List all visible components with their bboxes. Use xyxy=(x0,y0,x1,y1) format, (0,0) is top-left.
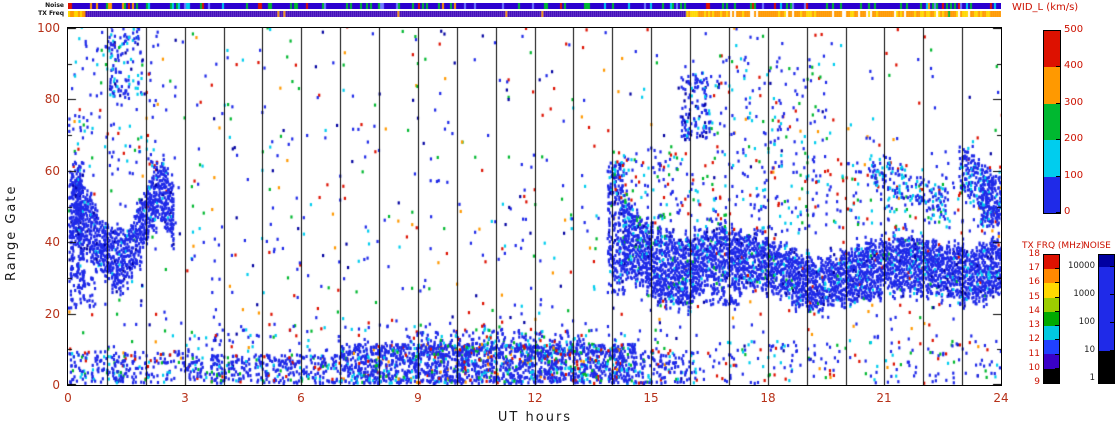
txfrq-tick-label: 10 xyxy=(1028,363,1040,373)
txfrq-colorbar-tickmark xyxy=(1055,268,1059,270)
x-axis-label: UT hours xyxy=(497,410,573,425)
txfrq-tick-label: 16 xyxy=(1028,277,1040,287)
y-axis-label: Range Gate xyxy=(4,184,19,281)
x-tick-label: 3 xyxy=(181,391,189,405)
x-tick-label: 15 xyxy=(643,391,659,405)
x-tick-label: 9 xyxy=(414,391,422,405)
y-tick-label: 60 xyxy=(44,164,60,178)
noise-colorbar-tickmark xyxy=(1110,265,1114,267)
y-tick-label: 0 xyxy=(52,378,60,392)
txfrq-tick-label: 14 xyxy=(1028,306,1040,316)
wid-title: WID_L (km/s) xyxy=(1012,2,1079,13)
wid-colorbar-tickmark xyxy=(1056,139,1060,141)
txfrq-colorbar-segment xyxy=(1044,255,1059,270)
wid-colorbar-tickmark xyxy=(1056,66,1060,68)
wid-colorbar xyxy=(1043,30,1061,214)
txfreq-strip-label: TX Freq xyxy=(38,10,64,17)
wid-colorbar-tickmark xyxy=(1056,30,1060,31)
txfrq-tick-label: 18 xyxy=(1028,249,1040,259)
wid-tick-label: 0 xyxy=(1064,206,1071,217)
txfrq-colorbar-tickmark xyxy=(1055,310,1059,312)
noise-strip-label: Noise xyxy=(45,2,64,9)
wid-colorbar-segment xyxy=(1044,176,1060,213)
txfrq-tick-label: 12 xyxy=(1028,334,1040,344)
y-tick-label: 100 xyxy=(37,21,60,35)
wid-tick-label: 400 xyxy=(1064,60,1084,71)
txfrq-tick-label: 13 xyxy=(1028,320,1040,330)
y-tick-label: 20 xyxy=(44,307,60,321)
txfrq-colorbar-tickmark xyxy=(1055,325,1059,327)
txfrq-colorbar-tickmark xyxy=(1055,382,1059,383)
plot-frame xyxy=(67,27,1002,386)
wid-colorbar-segment xyxy=(1044,140,1060,177)
noise-colorbar-tickmark xyxy=(1110,293,1114,295)
noise-colorbar-tickmark xyxy=(1110,378,1114,380)
noise-tick-label: 10000 xyxy=(1067,261,1095,271)
txfrq-colorbar-tickmark xyxy=(1055,353,1059,355)
noise-strip-canvas xyxy=(68,3,1001,9)
txfrq-colorbar-tickmark xyxy=(1055,254,1059,255)
y-tick-label: 40 xyxy=(44,235,60,249)
x-tick-label: 0 xyxy=(64,391,72,405)
txfrq-title: TX FRQ (MHz) xyxy=(1022,241,1085,251)
txfrq-tick-label: 17 xyxy=(1028,263,1040,273)
txfrq-colorbar-segment xyxy=(1044,326,1059,341)
x-tick-label: 18 xyxy=(760,391,776,405)
wid-tick-label: 300 xyxy=(1064,97,1084,108)
txfrq-tick-label: 15 xyxy=(1028,292,1040,302)
txfrq-colorbar xyxy=(1043,254,1060,384)
txfrq-tick-label: 11 xyxy=(1028,349,1040,359)
noise-colorbar-segment xyxy=(1099,350,1114,383)
noise-colorbar-tickmark xyxy=(1110,321,1114,323)
noise-tick-label: 10 xyxy=(1084,345,1095,355)
x-tick-label: 12 xyxy=(527,391,543,405)
wid-colorbar-segment xyxy=(1044,103,1060,141)
noise-colorbar-segment xyxy=(1099,266,1114,351)
noise-colorbar xyxy=(1098,254,1115,384)
txfrq-colorbar-tickmark xyxy=(1055,296,1059,298)
txfrq-colorbar-tickmark xyxy=(1055,339,1059,341)
txfrq-colorbar-segment xyxy=(1044,368,1059,383)
txfrq-colorbar-tickmark xyxy=(1055,367,1059,369)
noise-colorbar-tickmark xyxy=(1110,350,1114,351)
txfreq-strip-canvas xyxy=(68,11,1001,17)
wid-colorbar-segment xyxy=(1044,31,1060,68)
wid-colorbar-segment xyxy=(1044,67,1060,104)
txfrq-tick-label: 9 xyxy=(1034,377,1040,387)
x-tick-label: 21 xyxy=(876,391,892,405)
txfrq-colorbar-segment xyxy=(1044,297,1059,312)
txfrq-colorbar-segment xyxy=(1044,354,1059,369)
txfrq-colorbar-segment xyxy=(1044,340,1059,355)
wid-colorbar-tickmark xyxy=(1056,175,1060,177)
noise-tick-label: 1000 xyxy=(1073,289,1095,299)
plot-canvas xyxy=(68,28,1001,385)
txfrq-colorbar-segment xyxy=(1044,269,1059,284)
noise-colorbar-segment xyxy=(1099,255,1114,267)
wid-tick-label: 500 xyxy=(1064,24,1084,35)
x-tick-label: 6 xyxy=(297,391,305,405)
noise-tick-label: 1 xyxy=(1089,373,1095,383)
noise-title: NOISE xyxy=(1083,241,1111,251)
noise-tick-label: 100 xyxy=(1078,317,1095,327)
wid-tick-label: 100 xyxy=(1064,170,1084,181)
x-tick-label: 24 xyxy=(993,391,1009,405)
txfrq-colorbar-segment xyxy=(1044,283,1059,298)
wid-colorbar-tickmark xyxy=(1056,102,1060,104)
wid-tick-label: 200 xyxy=(1064,133,1084,144)
y-tick-label: 80 xyxy=(44,92,60,106)
wid-colorbar-tickmark xyxy=(1056,212,1060,213)
txfrq-colorbar-segment xyxy=(1044,311,1059,327)
txfrq-colorbar-tickmark xyxy=(1055,282,1059,284)
